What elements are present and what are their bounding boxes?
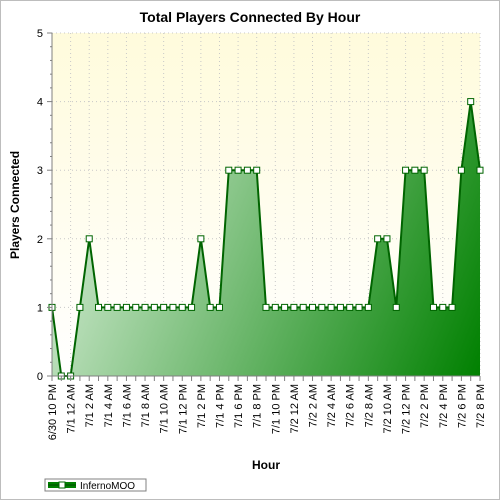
- x-tick-label-10: 7/1 6 PM: [233, 384, 245, 428]
- data-point-10: [141, 303, 149, 311]
- x-tick-label-19: 7/2 12 PM: [401, 384, 413, 434]
- data-point-9: [132, 303, 140, 311]
- legend-marker: [58, 481, 66, 489]
- x-tick-label-17: 7/2 8 AM: [363, 384, 375, 427]
- data-point-13: [169, 303, 177, 311]
- data-point-14: [178, 303, 186, 311]
- x-tick-label-2: 7/1 2 AM: [84, 384, 96, 427]
- data-point-19: [225, 166, 233, 174]
- y-tick-label-5: 5: [37, 28, 43, 40]
- data-point-35: [374, 235, 382, 243]
- data-point-44: [457, 166, 465, 174]
- data-point-27: [299, 303, 307, 311]
- x-tick-label-21: 7/2 4 PM: [438, 384, 450, 428]
- data-point-18: [215, 303, 223, 311]
- data-point-33: [355, 303, 363, 311]
- legend-label: InfernoMOO: [80, 481, 135, 492]
- data-point-25: [281, 303, 289, 311]
- x-tick-label-1: 7/1 12 AM: [66, 384, 78, 434]
- x-tick-label-13: 7/2 12 AM: [289, 384, 301, 434]
- data-point-5: [95, 303, 103, 311]
- data-point-15: [188, 303, 196, 311]
- data-point-24: [271, 303, 279, 311]
- axes: [47, 32, 481, 381]
- data-point-36: [383, 235, 391, 243]
- legend: InfernoMOO: [44, 478, 147, 492]
- data-point-26: [290, 303, 298, 311]
- data-point-4: [85, 235, 93, 243]
- data-point-43: [448, 303, 456, 311]
- x-axis-label: Hour: [252, 458, 280, 472]
- x-tick-label-20: 7/2 2 PM: [419, 384, 431, 428]
- x-tick-label-11: 7/1 8 PM: [252, 384, 264, 428]
- x-tick-label-18: 7/2 10 AM: [382, 384, 394, 434]
- y-tick-label-2: 2: [37, 234, 43, 246]
- data-point-6: [104, 303, 112, 311]
- data-point-17: [206, 303, 214, 311]
- data-point-12: [160, 303, 168, 311]
- data-point-23: [262, 303, 270, 311]
- x-tick-label-5: 7/1 8 AM: [140, 384, 152, 427]
- data-point-39: [411, 166, 419, 174]
- data-point-8: [122, 303, 130, 311]
- data-point-20: [234, 166, 242, 174]
- data-point-21: [243, 166, 251, 174]
- x-tick-label-23: 7/2 8 PM: [475, 384, 487, 428]
- x-tick-label-12: 7/1 10 PM: [270, 384, 282, 434]
- data-point-7: [113, 303, 121, 311]
- data-point-28: [309, 303, 317, 311]
- x-tick-label-15: 7/2 4 AM: [326, 384, 338, 427]
- y-tick-label-0: 0: [37, 371, 43, 383]
- x-tick-label-3: 7/1 4 AM: [103, 384, 115, 427]
- x-tick-label-16: 7/2 6 AM: [345, 384, 357, 427]
- data-point-38: [402, 166, 410, 174]
- x-tick-label-8: 7/1 2 PM: [196, 384, 208, 428]
- y-tick-label-1: 1: [37, 302, 43, 314]
- y-tick-labels: 0 1 2 3 4 5: [37, 28, 43, 383]
- x-tick-label-9: 7/1 4 PM: [214, 384, 226, 428]
- data-point-42: [439, 303, 447, 311]
- y-tick-label-4: 4: [37, 97, 43, 109]
- x-tick-label-4: 7/1 6 AM: [121, 384, 133, 427]
- data-point-3: [76, 303, 84, 311]
- data-point-11: [150, 303, 158, 311]
- y-axis-label: Players Connected: [8, 151, 22, 259]
- data-point-46: [476, 166, 484, 174]
- x-tick-label-7: 7/1 12 PM: [177, 384, 189, 434]
- x-tick-label-22: 7/2 6 PM: [456, 384, 468, 428]
- data-point-34: [364, 303, 372, 311]
- data-point-31: [336, 303, 344, 311]
- data-point-29: [318, 303, 326, 311]
- data-point-45: [467, 98, 475, 106]
- data-point-32: [346, 303, 354, 311]
- x-tick-label-14: 7/2 2 AM: [308, 384, 320, 427]
- data-point-37: [392, 303, 400, 311]
- data-point-16: [197, 235, 205, 243]
- x-tick-label-0: 6/30 10 PM: [47, 384, 59, 440]
- data-point-22: [253, 166, 261, 174]
- y-tick-label-3: 3: [37, 165, 43, 177]
- data-point-40: [420, 166, 428, 174]
- x-tick-labels: 6/30 10 PM 7/1 12 AM 7/1 2 AM 7/1 4 AM 7/1 6…: [47, 384, 487, 440]
- chart-title: Total Players Connected By Hour: [140, 9, 361, 25]
- x-tick-label-6: 7/1 10 AM: [159, 384, 171, 434]
- data-point-41: [429, 303, 437, 311]
- data-point-30: [327, 303, 335, 311]
